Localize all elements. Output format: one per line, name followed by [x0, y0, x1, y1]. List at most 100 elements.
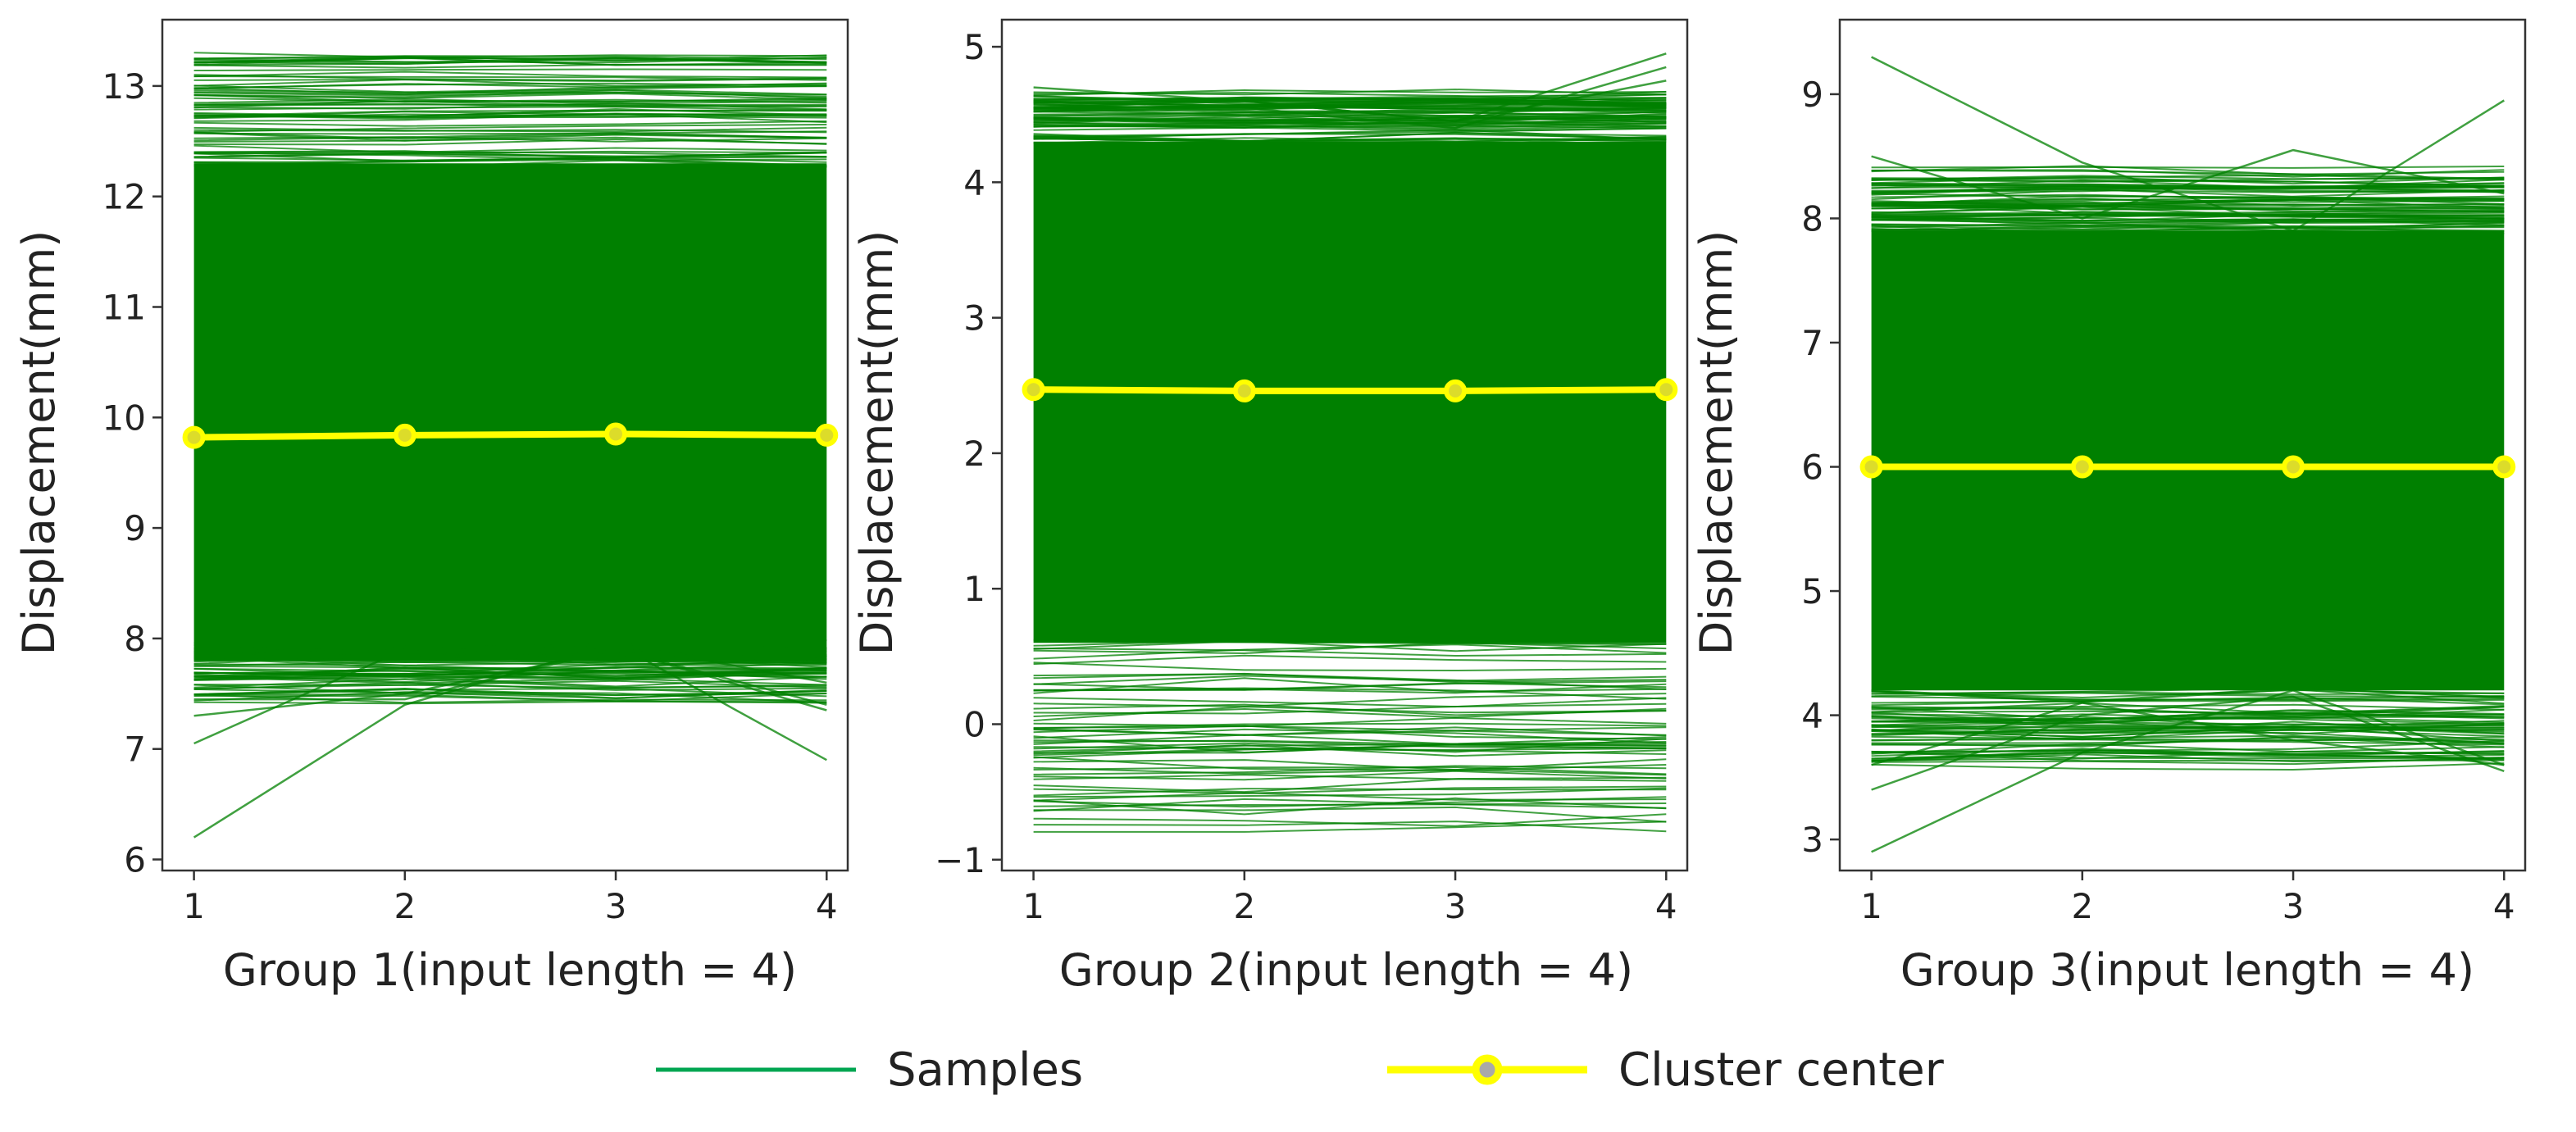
sample-line [1033, 785, 1667, 794]
sample-line [193, 63, 827, 69]
y-tick-label: 6 [1801, 448, 1823, 488]
sample-line [1033, 806, 1667, 823]
x-axis-label-group-3: Group 3(input length = 4) [1900, 944, 2474, 996]
cluster-center-line [1033, 386, 1667, 394]
x-axis-label-group-1: Group 1(input length = 4) [223, 944, 797, 996]
sample-line [1033, 126, 1667, 132]
sample-line [193, 688, 827, 699]
sample-line [1033, 770, 1667, 781]
sample-line [193, 57, 827, 66]
sample-line [1871, 762, 2505, 771]
sample-line [1871, 712, 2505, 725]
legend-cluster-label: Cluster center [1618, 1043, 1945, 1097]
sample-line [193, 98, 827, 105]
sample-line [193, 678, 827, 689]
y-tick-label: 9 [124, 508, 146, 548]
sample-line [1033, 756, 1667, 771]
sample-line [1871, 725, 2505, 733]
sample-line [1871, 216, 2505, 226]
plot-frame [161, 18, 849, 872]
x-tick-label: 1 [1022, 886, 1045, 926]
sample-line [1033, 90, 1667, 102]
sample-outlier-line [193, 648, 827, 717]
x-tick-label: 4 [1655, 886, 1677, 926]
y-tick-label: 5 [1801, 571, 1823, 611]
y-tick-label: 9 [1801, 75, 1823, 115]
sample-line [1871, 751, 2505, 760]
sample-line [1871, 211, 2505, 223]
y-tick-label: 2 [963, 434, 985, 474]
sample-line [193, 70, 827, 79]
sample-line [1033, 766, 1667, 775]
cluster-center-marker [1022, 378, 1045, 402]
samples-dense-band [193, 163, 827, 661]
sample-line [193, 130, 827, 135]
x-tick-label: 4 [2493, 886, 2515, 926]
samples-lines [1033, 52, 1667, 833]
sample-line [1033, 758, 1667, 771]
x-tick-label: 3 [2282, 886, 2305, 926]
sample-line [1033, 796, 1667, 808]
sample-line [193, 82, 827, 89]
sample-line [193, 136, 827, 145]
sample-line [1033, 706, 1667, 721]
y-tick-label: 5 [963, 27, 985, 67]
samples-lines [1871, 56, 2505, 853]
sample-line [193, 113, 827, 120]
y-axis-label-group-1: Displacement(mm) [13, 230, 65, 656]
sample-line [1871, 225, 2505, 233]
sample-line [1033, 766, 1667, 776]
y-tick-label: 12 [102, 177, 146, 217]
sample-line [193, 89, 827, 96]
sample-line [193, 55, 827, 61]
x-tick-label: 3 [1445, 886, 1467, 926]
sample-line [1871, 166, 2505, 169]
y-axis-label-group-3: Displacement(mm) [1691, 230, 1742, 656]
sample-line [1033, 728, 1667, 736]
sample-line [193, 126, 827, 133]
sample-line [1033, 640, 1667, 652]
x-tick-label: 2 [2071, 886, 2093, 926]
sample-line [193, 112, 827, 124]
sample-line [1033, 716, 1667, 729]
sample-line [1033, 787, 1667, 798]
sample-line [1871, 182, 2505, 189]
sample-line [1033, 661, 1667, 672]
cluster-center-marker [2492, 455, 2516, 479]
sample-line [1033, 788, 1667, 797]
sample-line [1033, 112, 1667, 125]
x-tick-label: 1 [183, 886, 205, 926]
sample-line [1033, 682, 1667, 691]
legend-samples-label: Samples [887, 1043, 1083, 1097]
sample-line [1033, 734, 1667, 745]
sample-line [193, 157, 827, 167]
sample-line [1033, 743, 1667, 754]
samples-lines [193, 52, 827, 839]
y-tick-label: 0 [963, 704, 985, 744]
x-axis-label-group-2: Group 2(input length = 4) [1059, 944, 1633, 996]
sample-line [1033, 641, 1667, 655]
sample-line [193, 91, 827, 97]
sample-line [1033, 133, 1667, 140]
y-tick-label: 11 [102, 287, 146, 327]
sample-outlier-line [1871, 702, 2505, 766]
y-tick-label: 4 [1801, 696, 1823, 736]
y-axis-label-group-2: Displacement(mm) [851, 230, 903, 656]
sample-outlier-line [1033, 80, 1667, 123]
sample-line [193, 120, 827, 127]
y-tick-label: 4 [963, 162, 985, 202]
sample-line [1033, 135, 1667, 146]
sample-line [1033, 100, 1667, 113]
sample-line [1033, 683, 1667, 694]
y-tick-label: 7 [1801, 323, 1823, 363]
sample-line [1871, 169, 2505, 178]
sample-outlier-line [193, 648, 827, 711]
y-tick-label: 7 [124, 730, 146, 770]
y-tick-label: 3 [1801, 820, 1823, 860]
cluster-center-marker [2282, 455, 2305, 479]
legend: Samples Cluster center [656, 1043, 1945, 1097]
sample-outlier-line [1871, 56, 2505, 232]
sample-line [1033, 722, 1667, 732]
sample-line [1871, 750, 2505, 762]
sample-line [1033, 639, 1667, 647]
